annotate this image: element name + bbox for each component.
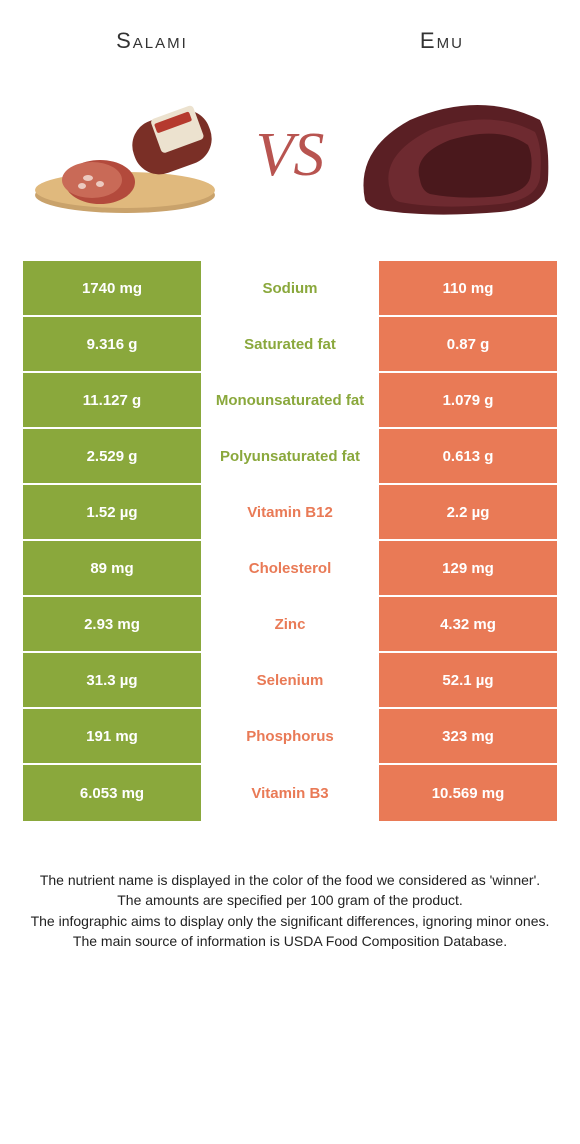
footnote-line: The nutrient name is displayed in the co… (28, 870, 552, 890)
title-row: Salami Emu (0, 0, 580, 72)
right-value: 1.079 g (379, 373, 557, 427)
salami-image (10, 90, 250, 220)
table-row: 6.053 mgVitamin B310.569 mg (23, 765, 557, 821)
table-row: 1740 mgSodium110 mg (23, 261, 557, 317)
left-value: 1740 mg (23, 261, 201, 315)
table-row: 11.127 gMonounsaturated fat1.079 g (23, 373, 557, 429)
table-row: 31.3 µgSelenium52.1 µg (23, 653, 557, 709)
nutrient-label: Vitamin B3 (201, 765, 379, 821)
vs-label: VS (256, 120, 325, 191)
table-row: 89 mgCholesterol129 mg (23, 541, 557, 597)
title-left: Salami (116, 28, 188, 54)
left-value: 2.529 g (23, 429, 201, 483)
left-value: 31.3 µg (23, 653, 201, 707)
nutrient-label: Polyunsaturated fat (201, 429, 379, 483)
left-value: 6.053 mg (23, 765, 201, 821)
nutrient-label: Cholesterol (201, 541, 379, 595)
nutrient-label: Selenium (201, 653, 379, 707)
table-row: 9.316 gSaturated fat0.87 g (23, 317, 557, 373)
nutrient-label: Sodium (201, 261, 379, 315)
footnote-line: The amounts are specified per 100 gram o… (28, 890, 552, 910)
right-value: 129 mg (379, 541, 557, 595)
left-value: 191 mg (23, 709, 201, 763)
comparison-table: 1740 mgSodium110 mg9.316 gSaturated fat0… (22, 260, 558, 822)
left-value: 9.316 g (23, 317, 201, 371)
table-row: 191 mgPhosphorus323 mg (23, 709, 557, 765)
left-value: 11.127 g (23, 373, 201, 427)
footnote-line: The main source of information is USDA F… (28, 931, 552, 951)
nutrient-label: Vitamin B12 (201, 485, 379, 539)
title-right: Emu (420, 28, 464, 54)
right-value: 4.32 mg (379, 597, 557, 651)
right-value: 323 mg (379, 709, 557, 763)
left-value: 89 mg (23, 541, 201, 595)
left-value: 1.52 µg (23, 485, 201, 539)
left-value: 2.93 mg (23, 597, 201, 651)
table-row: 1.52 µgVitamin B122.2 µg (23, 485, 557, 541)
nutrient-label: Monounsaturated fat (201, 373, 379, 427)
right-value: 2.2 µg (379, 485, 557, 539)
hero-row: VS (0, 72, 580, 260)
table-row: 2.93 mgZinc4.32 mg (23, 597, 557, 653)
emu-image (330, 90, 570, 220)
right-value: 10.569 mg (379, 765, 557, 821)
right-value: 52.1 µg (379, 653, 557, 707)
nutrient-label: Phosphorus (201, 709, 379, 763)
footnote-line: The infographic aims to display only the… (28, 911, 552, 931)
nutrient-label: Zinc (201, 597, 379, 651)
footnotes: The nutrient name is displayed in the co… (0, 822, 580, 951)
nutrient-label: Saturated fat (201, 317, 379, 371)
right-value: 0.613 g (379, 429, 557, 483)
table-row: 2.529 gPolyunsaturated fat0.613 g (23, 429, 557, 485)
right-value: 0.87 g (379, 317, 557, 371)
right-value: 110 mg (379, 261, 557, 315)
